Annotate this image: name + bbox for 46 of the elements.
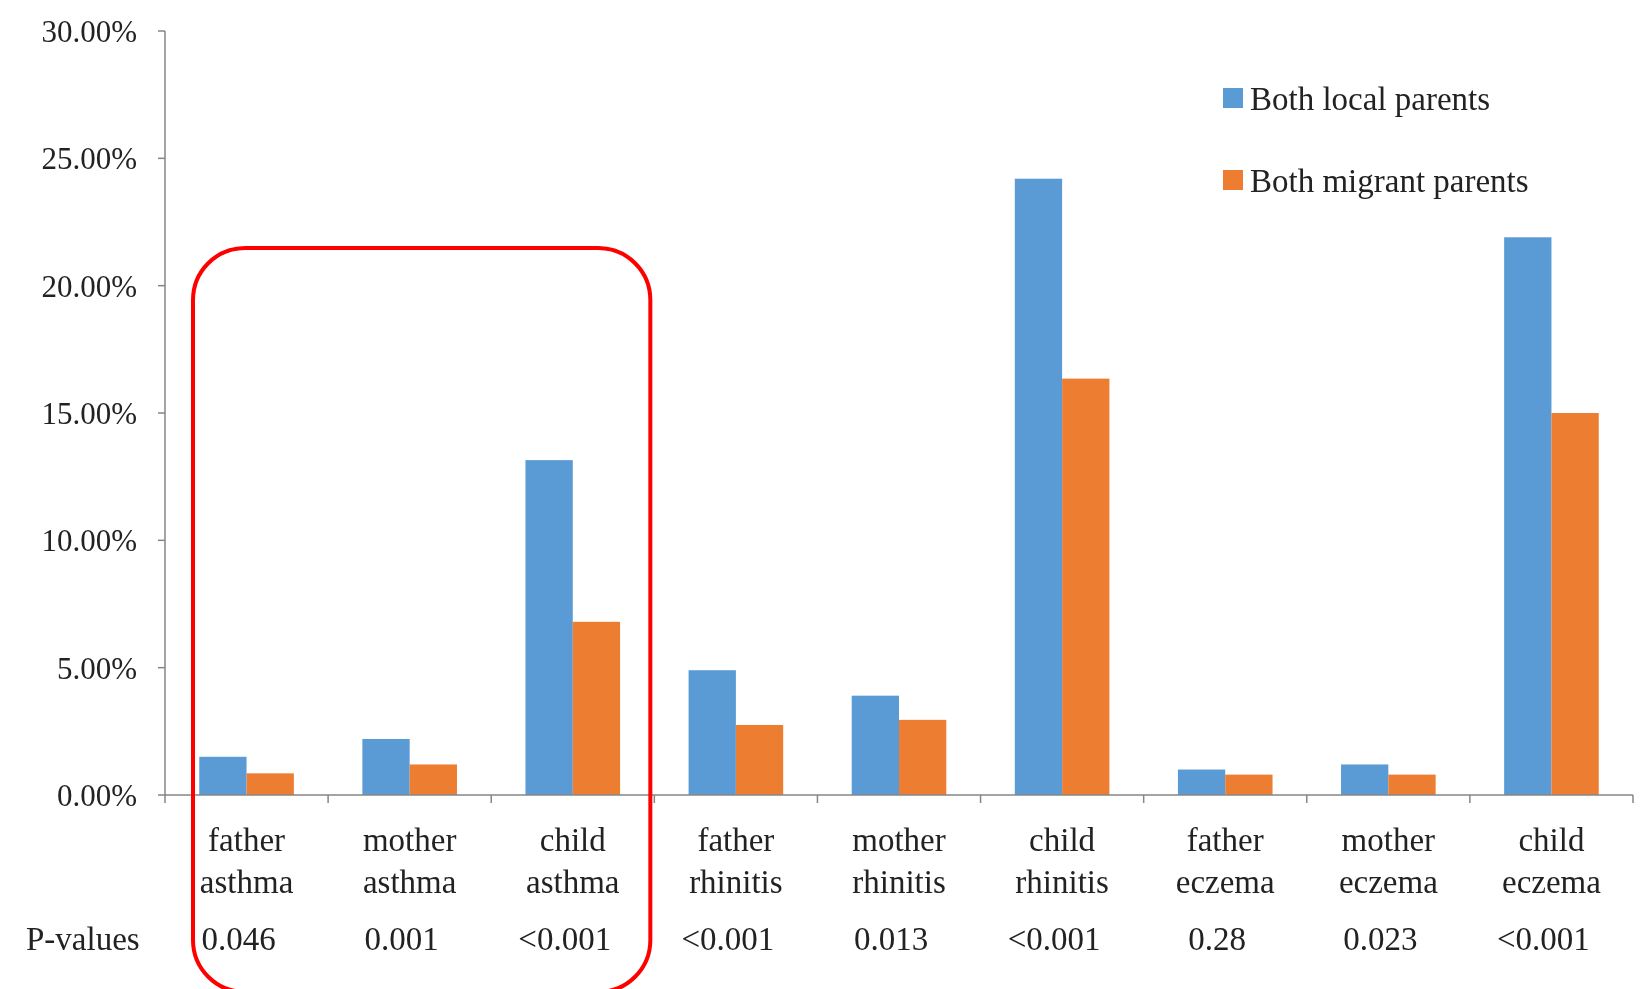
bar: [851, 695, 899, 795]
bar: [688, 670, 736, 795]
x-tick-label: mother eczema: [1338, 822, 1439, 900]
text: 0.023: [1343, 921, 1418, 957]
x-tick-label: father asthma: [199, 822, 294, 900]
y-tick-label: 0.00%: [56, 777, 137, 813]
x-tick-label: father eczema: [1175, 822, 1276, 900]
text: 0.28: [1188, 921, 1247, 957]
bar: [1225, 774, 1273, 795]
legend-label: Both local parents: [1250, 80, 1491, 117]
text: 0.046: [201, 921, 276, 957]
bar: [1388, 774, 1436, 795]
y-tick-label: 5.00%: [56, 650, 137, 686]
bar: [735, 724, 784, 795]
bar: [1341, 764, 1389, 795]
bar: [525, 460, 573, 795]
text: P-values: [26, 921, 140, 957]
bar: [572, 621, 621, 795]
bar: [199, 756, 247, 795]
x-tick-label: father rhinitis: [689, 822, 783, 900]
bar: [409, 764, 457, 795]
y-tick-label: 15.00%: [41, 395, 137, 431]
bar: [246, 773, 294, 795]
bar: [1504, 237, 1552, 795]
x-tick-label: child rhinitis: [1015, 822, 1109, 900]
text: <0.001: [518, 921, 612, 957]
bar: [1014, 178, 1063, 795]
x-tick-label: mother asthma: [362, 822, 457, 900]
legend-label: Both migrant parents: [1250, 162, 1529, 199]
y-tick-label: 25.00%: [41, 141, 137, 177]
text: 0.013: [853, 921, 929, 957]
x-tick-label: child asthma: [526, 822, 620, 900]
bar: [899, 719, 947, 795]
y-tick-label: 20.00%: [41, 268, 137, 304]
x-tick-label: mother rhinitis: [852, 822, 946, 900]
x-tick-label: child eczema: [1501, 822, 1602, 900]
text: <0.001: [1007, 921, 1101, 957]
bar: [1062, 378, 1110, 795]
bar: [1177, 769, 1226, 795]
text: <0.001: [681, 921, 775, 957]
y-tick-label: 10.00%: [41, 523, 137, 559]
bar: [1551, 413, 1599, 795]
text: 0.001: [364, 921, 439, 957]
text: <0.001: [1497, 921, 1590, 957]
bar: [362, 738, 410, 795]
y-tick-label: 30.00%: [41, 13, 137, 49]
